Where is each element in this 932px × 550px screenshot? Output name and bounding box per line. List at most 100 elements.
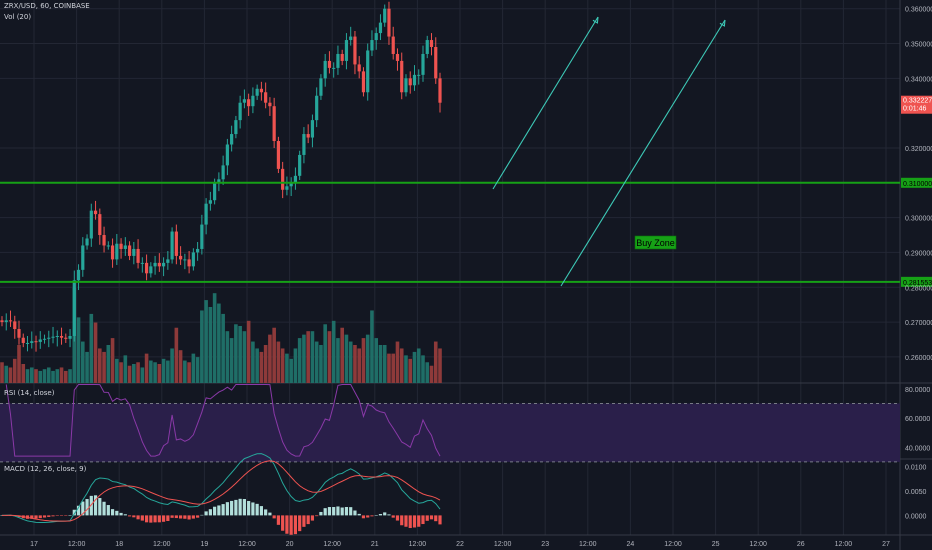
- candle-body: [289, 182, 293, 187]
- volume-bar: [268, 334, 272, 383]
- macd-histogram-bar: [289, 515, 293, 535]
- volume-bar: [293, 348, 298, 383]
- candle-body: [251, 95, 255, 107]
- volume-bar: [276, 341, 281, 383]
- macd-histogram-bar: [395, 515, 400, 521]
- macd-histogram-bar: [238, 498, 242, 516]
- candle-body: [340, 53, 344, 61]
- candle-body: [102, 235, 106, 246]
- candle-body: [387, 8, 391, 37]
- macd-histogram-bar: [366, 515, 370, 518]
- volume-bar: [191, 353, 196, 383]
- candle-body: [285, 186, 289, 190]
- macd-histogram-bar: [344, 507, 349, 516]
- macd-histogram-bar: [30, 515, 34, 519]
- price-tick-label: 0.300000: [905, 216, 932, 223]
- candle-body: [276, 141, 281, 169]
- candlestick-series[interactable]: [0, 1, 442, 352]
- rsi-tick-label: 60.0000: [905, 416, 930, 423]
- candle-body: [383, 8, 387, 23]
- candle-body: [25, 342, 30, 344]
- candle-body: [370, 40, 374, 51]
- macd-histogram-bar: [349, 507, 353, 516]
- volume-bar: [323, 324, 327, 383]
- macd-histogram-bar: [217, 505, 221, 516]
- volume-bar: [21, 364, 26, 383]
- macd-histogram-bar: [340, 507, 344, 516]
- volume-bar: [187, 362, 191, 383]
- macd-histogram-bar: [242, 499, 246, 516]
- time-tick-label: 12:00: [153, 541, 171, 548]
- macd-histogram-bar: [42, 515, 47, 518]
- price-tick-label: 0.360000: [905, 7, 932, 14]
- candle-body: [378, 22, 383, 34]
- candle-body: [255, 88, 259, 96]
- macd-histogram-bar: [264, 509, 268, 516]
- volume-bar: [34, 369, 38, 383]
- macd-histogram-bar: [213, 506, 217, 516]
- volume-bar: [416, 348, 421, 383]
- rsi-line: [5, 383, 441, 457]
- candle-body: [221, 165, 225, 180]
- rsi-legend[interactable]: RSI (14, close): [4, 389, 55, 397]
- candle-body: [110, 245, 115, 260]
- candle-body: [68, 335, 72, 339]
- volume-bar: [153, 362, 157, 383]
- macd-histogram-bar: [378, 514, 383, 516]
- volume-bar: [246, 320, 251, 383]
- symbol-legend[interactable]: ZRX/USD, 60, COINBASE: [4, 2, 90, 10]
- candle-body: [179, 255, 183, 260]
- macd-histogram-bar: [370, 515, 374, 517]
- time-tick-label: 12:00: [409, 541, 427, 548]
- candle-body: [191, 252, 195, 267]
- volume-bar: [217, 303, 221, 383]
- volume-bar: [51, 370, 55, 383]
- volume-bar: [157, 364, 162, 383]
- upper-level-price-tag: 0.310000: [901, 177, 932, 188]
- volume-bar: [12, 358, 17, 383]
- time-tick-label: 21: [371, 541, 379, 548]
- volume-bar: [0, 362, 4, 383]
- trend-arrow-upper: [492, 16, 599, 190]
- macd-histogram-bar: [191, 515, 195, 519]
- candle-body: [264, 92, 268, 103]
- volume-legend[interactable]: Vol (20): [4, 13, 32, 21]
- candle-body: [344, 40, 349, 61]
- volume-bar: [225, 331, 230, 383]
- macd-legend[interactable]: MACD (12, 26, close, 9): [4, 465, 87, 473]
- candle-body: [38, 339, 42, 342]
- volume-bar: [255, 348, 259, 383]
- macd-tick-label: 0.0050: [905, 489, 927, 496]
- candle-body: [157, 262, 161, 267]
- volume-bar: [412, 351, 417, 383]
- volume-bar: [93, 322, 98, 383]
- volume-bar: [195, 357, 200, 383]
- level-lines[interactable]: 0.310000 0.281553: [0, 177, 932, 287]
- axes: 0.360000 0.350000 0.340000 0.320000 0.300000…: [30, 7, 932, 548]
- candle-body: [204, 203, 208, 225]
- macd-histogram-bar: [85, 499, 89, 516]
- volume-bar: [212, 293, 217, 383]
- macd-histogram-bar: [136, 515, 140, 520]
- volume-bars: [0, 288, 442, 383]
- volume-bar: [280, 348, 285, 383]
- candle-body: [200, 224, 204, 249]
- macd-histogram-bar: [196, 515, 200, 518]
- candle-body: [434, 47, 438, 79]
- macd-histogram-bar: [374, 515, 378, 516]
- macd-histogram-bar: [421, 515, 425, 525]
- volume-bar: [174, 327, 179, 383]
- countdown-text: 0:01:46: [903, 106, 926, 113]
- trend-arrows[interactable]: [492, 16, 726, 287]
- candle-body: [310, 120, 315, 138]
- macd-histogram-bar: [127, 515, 132, 517]
- macd-histogram-bar: [144, 515, 149, 523]
- buy-zone-box[interactable]: Buy Zone: [634, 235, 677, 250]
- volume-bar: [89, 313, 94, 383]
- volume-bar: [259, 351, 264, 383]
- macd-histogram-bar: [315, 515, 319, 517]
- macd-histogram-bar: [276, 515, 281, 525]
- macd-histogram-bar: [157, 515, 161, 523]
- candle-body: [247, 99, 251, 107]
